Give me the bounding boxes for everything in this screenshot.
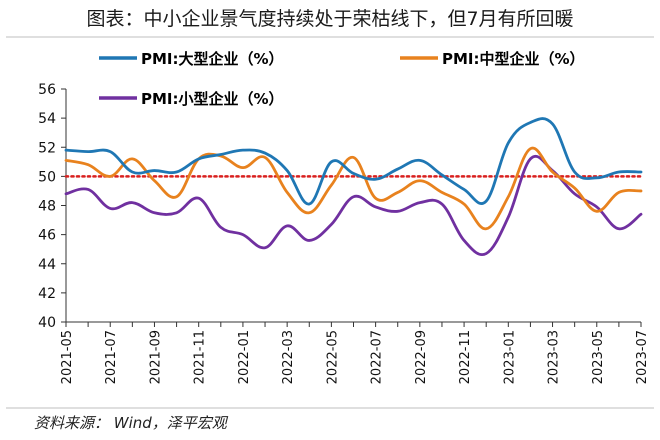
x-tick-label: 2021-11 bbox=[193, 330, 208, 384]
y-tick-label: 48 bbox=[38, 199, 56, 215]
x-tick-label: 2022-09 bbox=[414, 330, 429, 384]
y-tick-label: 56 bbox=[38, 82, 56, 98]
series-line-medium bbox=[64, 146, 643, 231]
y-tick-label: 44 bbox=[38, 257, 56, 273]
axes-group: 40 42 44 46 48 50 52 54 56 2021-05 2021-07 2021-09 2… bbox=[38, 82, 650, 384]
chart-title: 图表：中小企业景气度持续处于荣枯线下，但7月有所回暖 bbox=[86, 8, 573, 30]
legend-label: PMI:中型企业（%） bbox=[442, 50, 585, 68]
y-tick-label: 50 bbox=[38, 169, 56, 185]
x-tick-label: 2023-05 bbox=[591, 330, 606, 384]
x-tick-label: 2021-09 bbox=[148, 330, 163, 384]
legend-item-small: PMI:小型企业（%） bbox=[99, 90, 284, 108]
x-tick-label: 2021-05 bbox=[60, 330, 75, 384]
y-tick-label: 42 bbox=[38, 286, 56, 302]
series-group bbox=[64, 117, 643, 256]
legend-item-medium: PMI:中型企业（%） bbox=[400, 50, 585, 68]
x-tick-label: 2023-03 bbox=[547, 330, 562, 384]
y-tick-label: 52 bbox=[38, 140, 56, 156]
x-tick-label: 2022-01 bbox=[237, 330, 252, 384]
x-tick-label: 2023-01 bbox=[502, 330, 517, 384]
source-note: 资料来源： Wind，泽平宏观 bbox=[34, 414, 229, 432]
y-tick-label: 46 bbox=[38, 228, 56, 244]
legend-label: PMI:大型企业（%） bbox=[141, 50, 284, 68]
x-tick-label: 2022-05 bbox=[325, 330, 340, 384]
y-tick-label: 54 bbox=[38, 111, 56, 127]
x-tick-label: 2022-07 bbox=[370, 330, 385, 384]
legend-label: PMI:小型企业（%） bbox=[141, 90, 284, 108]
x-tick-label: 2023-07 bbox=[635, 330, 650, 384]
x-tick-label: 2021-07 bbox=[104, 330, 119, 384]
x-tick-label: 2022-11 bbox=[458, 330, 473, 384]
legend: PMI:大型企业（%） PMI:中型企业（%） PMI:小型企业（%） bbox=[99, 50, 585, 108]
series-line-large bbox=[64, 117, 643, 206]
y-tick-label: 40 bbox=[38, 315, 56, 331]
x-tick-label: 2022-03 bbox=[281, 330, 296, 384]
legend-item-large: PMI:大型企业（%） bbox=[99, 50, 284, 68]
